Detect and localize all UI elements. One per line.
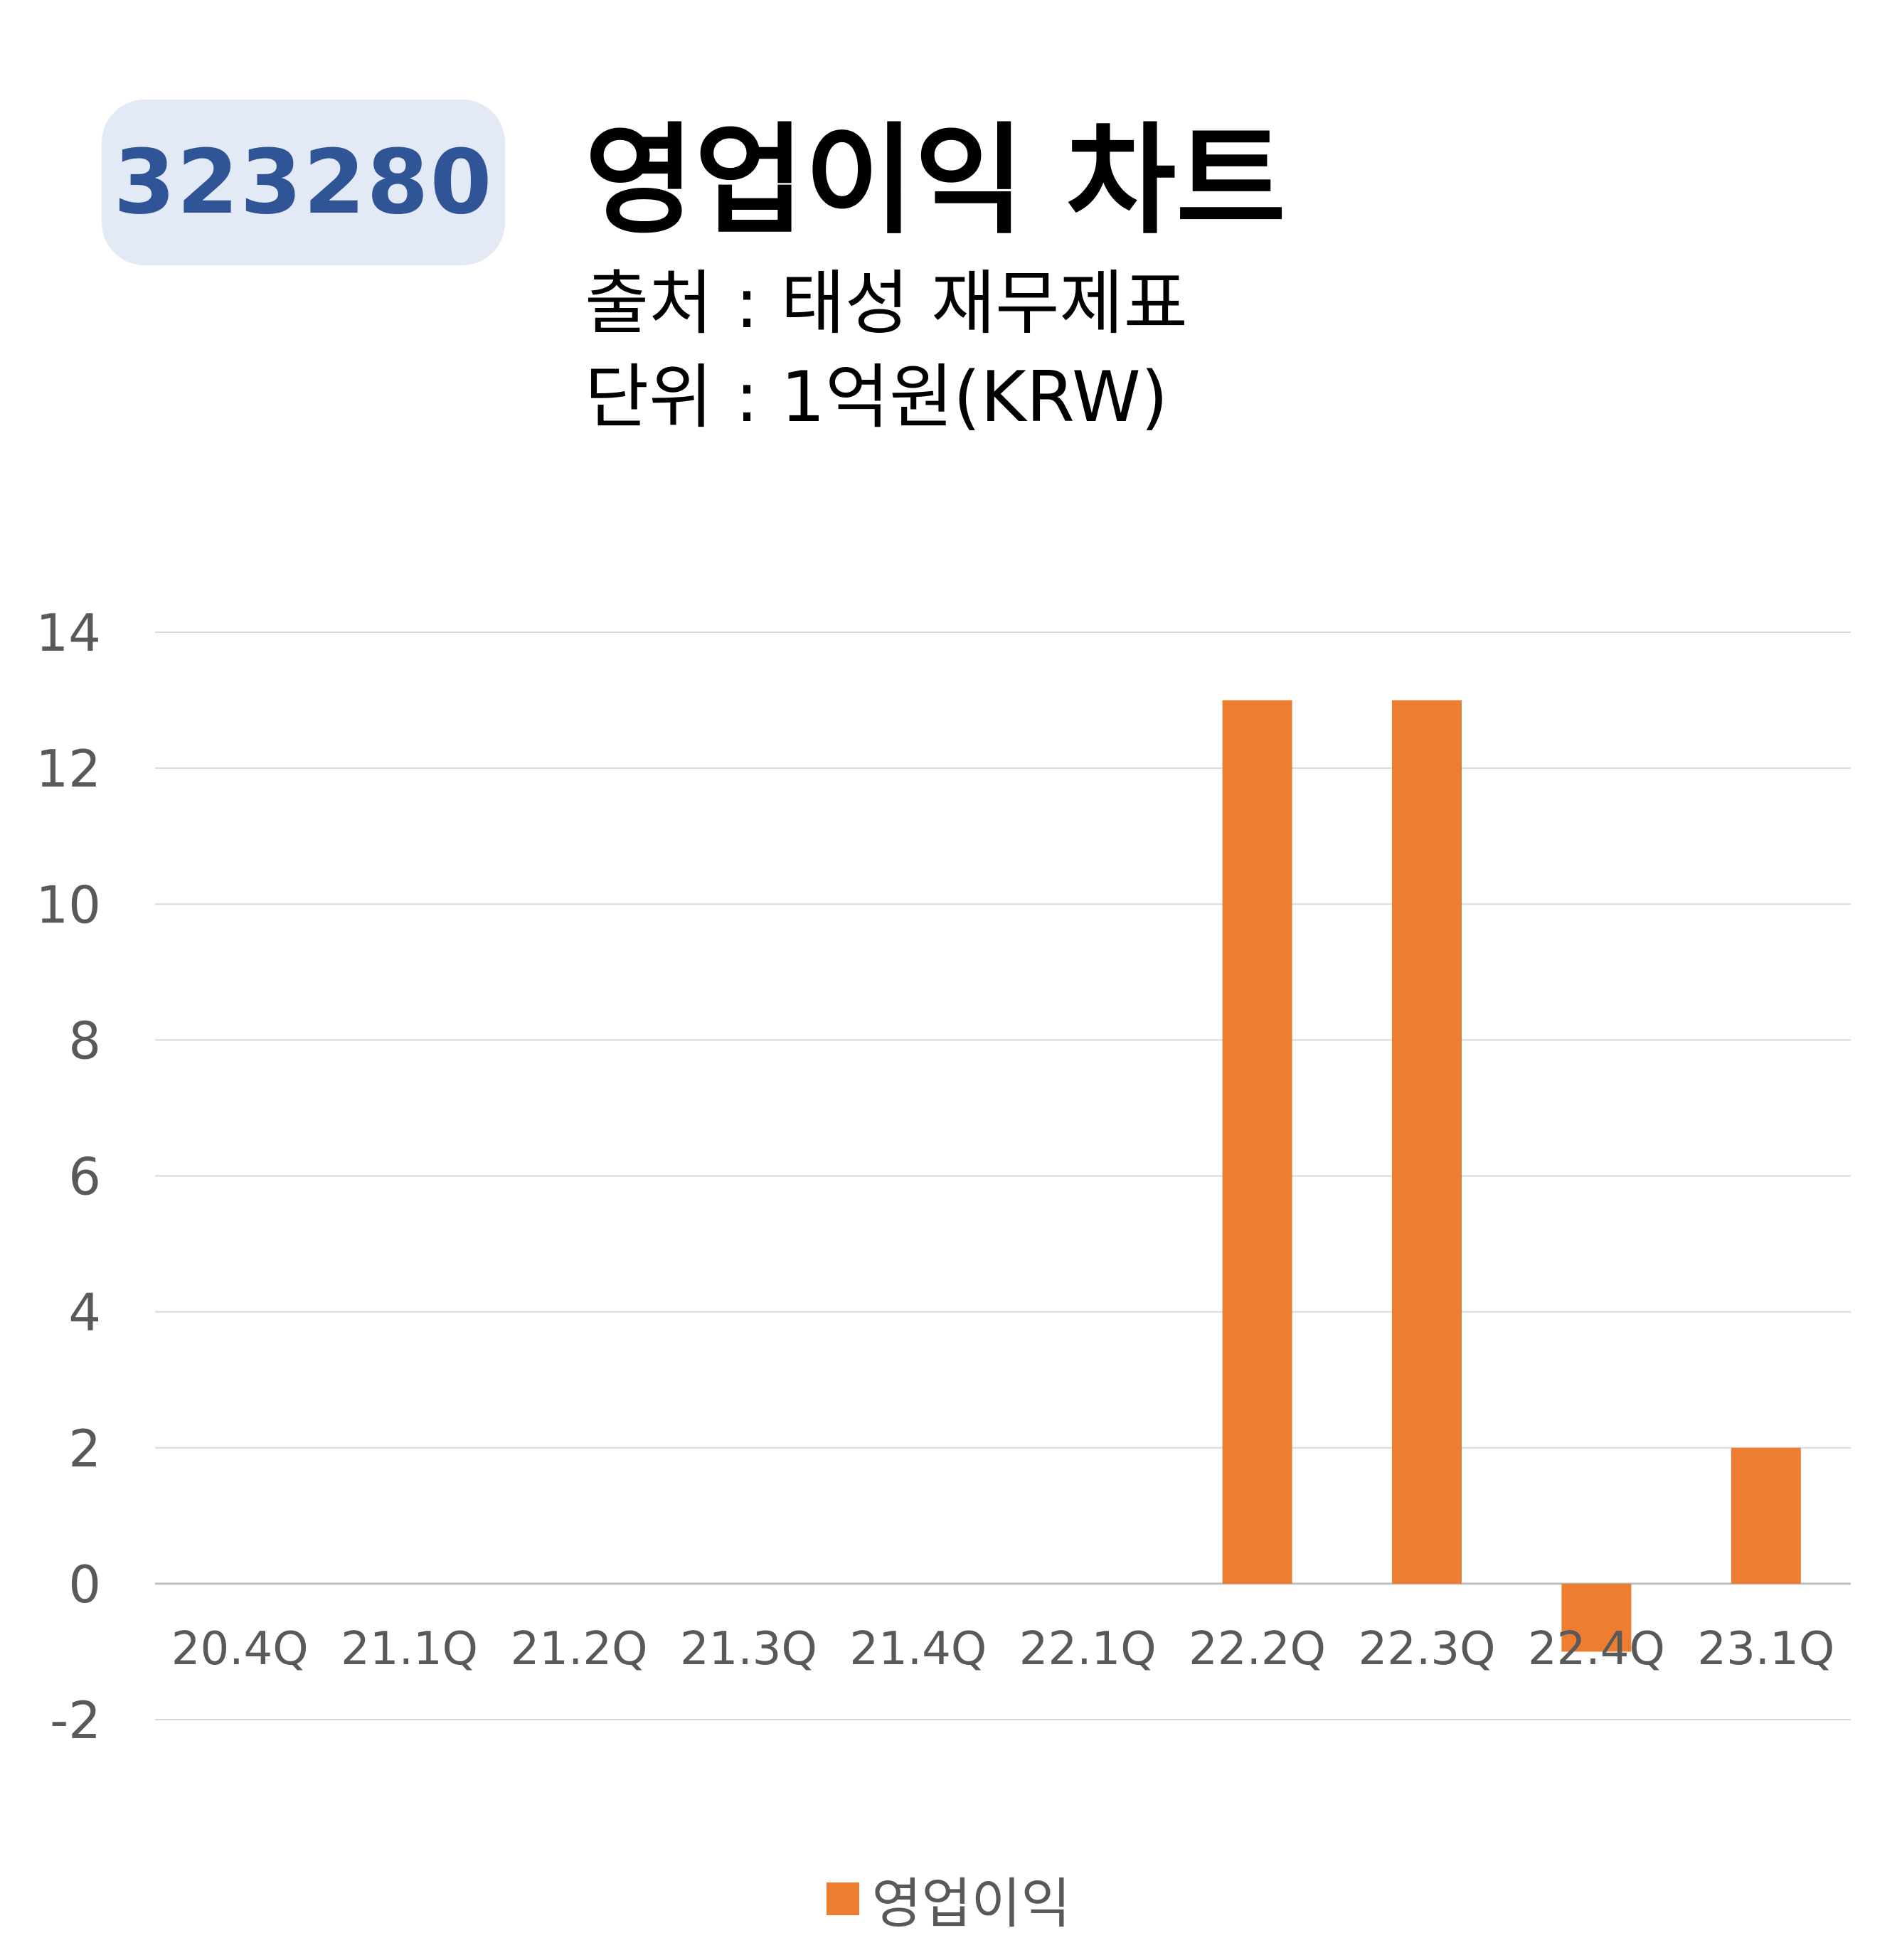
legend-label: 영업이익 — [871, 1872, 1071, 1935]
y-tick-label: 8 — [68, 1011, 101, 1070]
y-tick-label: 10 — [36, 875, 101, 934]
chart-legend: 영업이익 — [0, 1860, 1897, 1938]
legend-swatch — [826, 1882, 859, 1915]
stock-code-badge: 323280 — [102, 100, 505, 265]
y-tick-label: 14 — [36, 603, 101, 663]
x-tick-label: 22.1Q — [1019, 1623, 1157, 1676]
x-tick-label: 21.2Q — [511, 1623, 648, 1676]
x-tick-label: 21.4Q — [849, 1623, 987, 1676]
x-tick-label: 21.1Q — [341, 1623, 478, 1676]
bar-23.1Q — [1731, 1447, 1801, 1584]
y-tick-label: -2 — [50, 1690, 101, 1750]
x-tick-label: 21.3Q — [680, 1623, 817, 1676]
x-tick-label: 20.4Q — [171, 1623, 309, 1676]
y-tick-label: 0 — [68, 1555, 101, 1614]
x-tick-label: 22.2Q — [1189, 1623, 1326, 1676]
y-tick-label: 4 — [68, 1283, 101, 1343]
bar-22.2Q — [1222, 700, 1292, 1584]
unit-label: 단위 : 1억원(KRW) — [585, 357, 1169, 438]
x-tick-label: 22.3Q — [1359, 1623, 1496, 1676]
source-label: 출처 : 태성 재무제표 — [585, 263, 1188, 344]
y-tick-label: 12 — [36, 739, 101, 799]
y-tick-label: 6 — [68, 1147, 101, 1207]
x-tick-label: 23.1Q — [1697, 1623, 1834, 1676]
y-tick-label: 2 — [68, 1419, 101, 1479]
chart-title: 영업이익 차트 — [585, 111, 1286, 250]
stock-code: 323280 — [113, 131, 494, 234]
bar-22.4Q — [1561, 1583, 1632, 1652]
bar-22.3Q — [1392, 700, 1462, 1584]
x-tick-label: 22.4Q — [1528, 1623, 1665, 1676]
